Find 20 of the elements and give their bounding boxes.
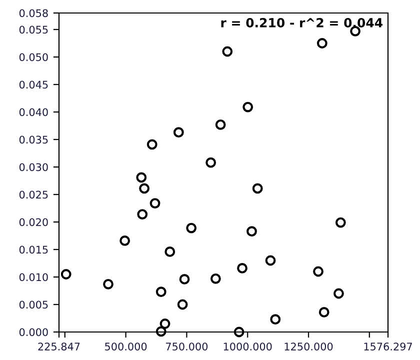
x-tick-label: 750.000 <box>166 342 208 350</box>
y-tick-label: 0.035 <box>19 136 48 144</box>
y-tick-label: 0.045 <box>19 80 48 89</box>
x-tick-label: 1576.297 <box>364 342 412 350</box>
x-tick-label: 500.000 <box>105 342 147 350</box>
y-tick-label: 0.025 <box>19 190 48 199</box>
y-tick-label: 0.030 <box>19 163 48 172</box>
y-tick-label: 0.020 <box>19 218 48 226</box>
annotation: r = 0.210 - r^2 = 0.044 <box>221 18 382 28</box>
y-tick-label: 0.010 <box>19 273 48 282</box>
y-tick-label: 0.000 <box>19 328 48 336</box>
y-tick-label: 0.050 <box>19 53 48 62</box>
y-tick-label: 0.055 <box>19 26 48 34</box>
x-tick-label: 1250.000 <box>284 342 333 350</box>
y-tick-label: 0.040 <box>19 108 48 116</box>
x-tick-label: 1000.000 <box>224 342 272 350</box>
y-tick-label: 0.005 <box>19 300 48 309</box>
y-tick-label: 0.015 <box>19 246 48 254</box>
y-tick-label: 0.058 <box>19 9 48 18</box>
x-tick-label: 225.847 <box>38 342 80 350</box>
